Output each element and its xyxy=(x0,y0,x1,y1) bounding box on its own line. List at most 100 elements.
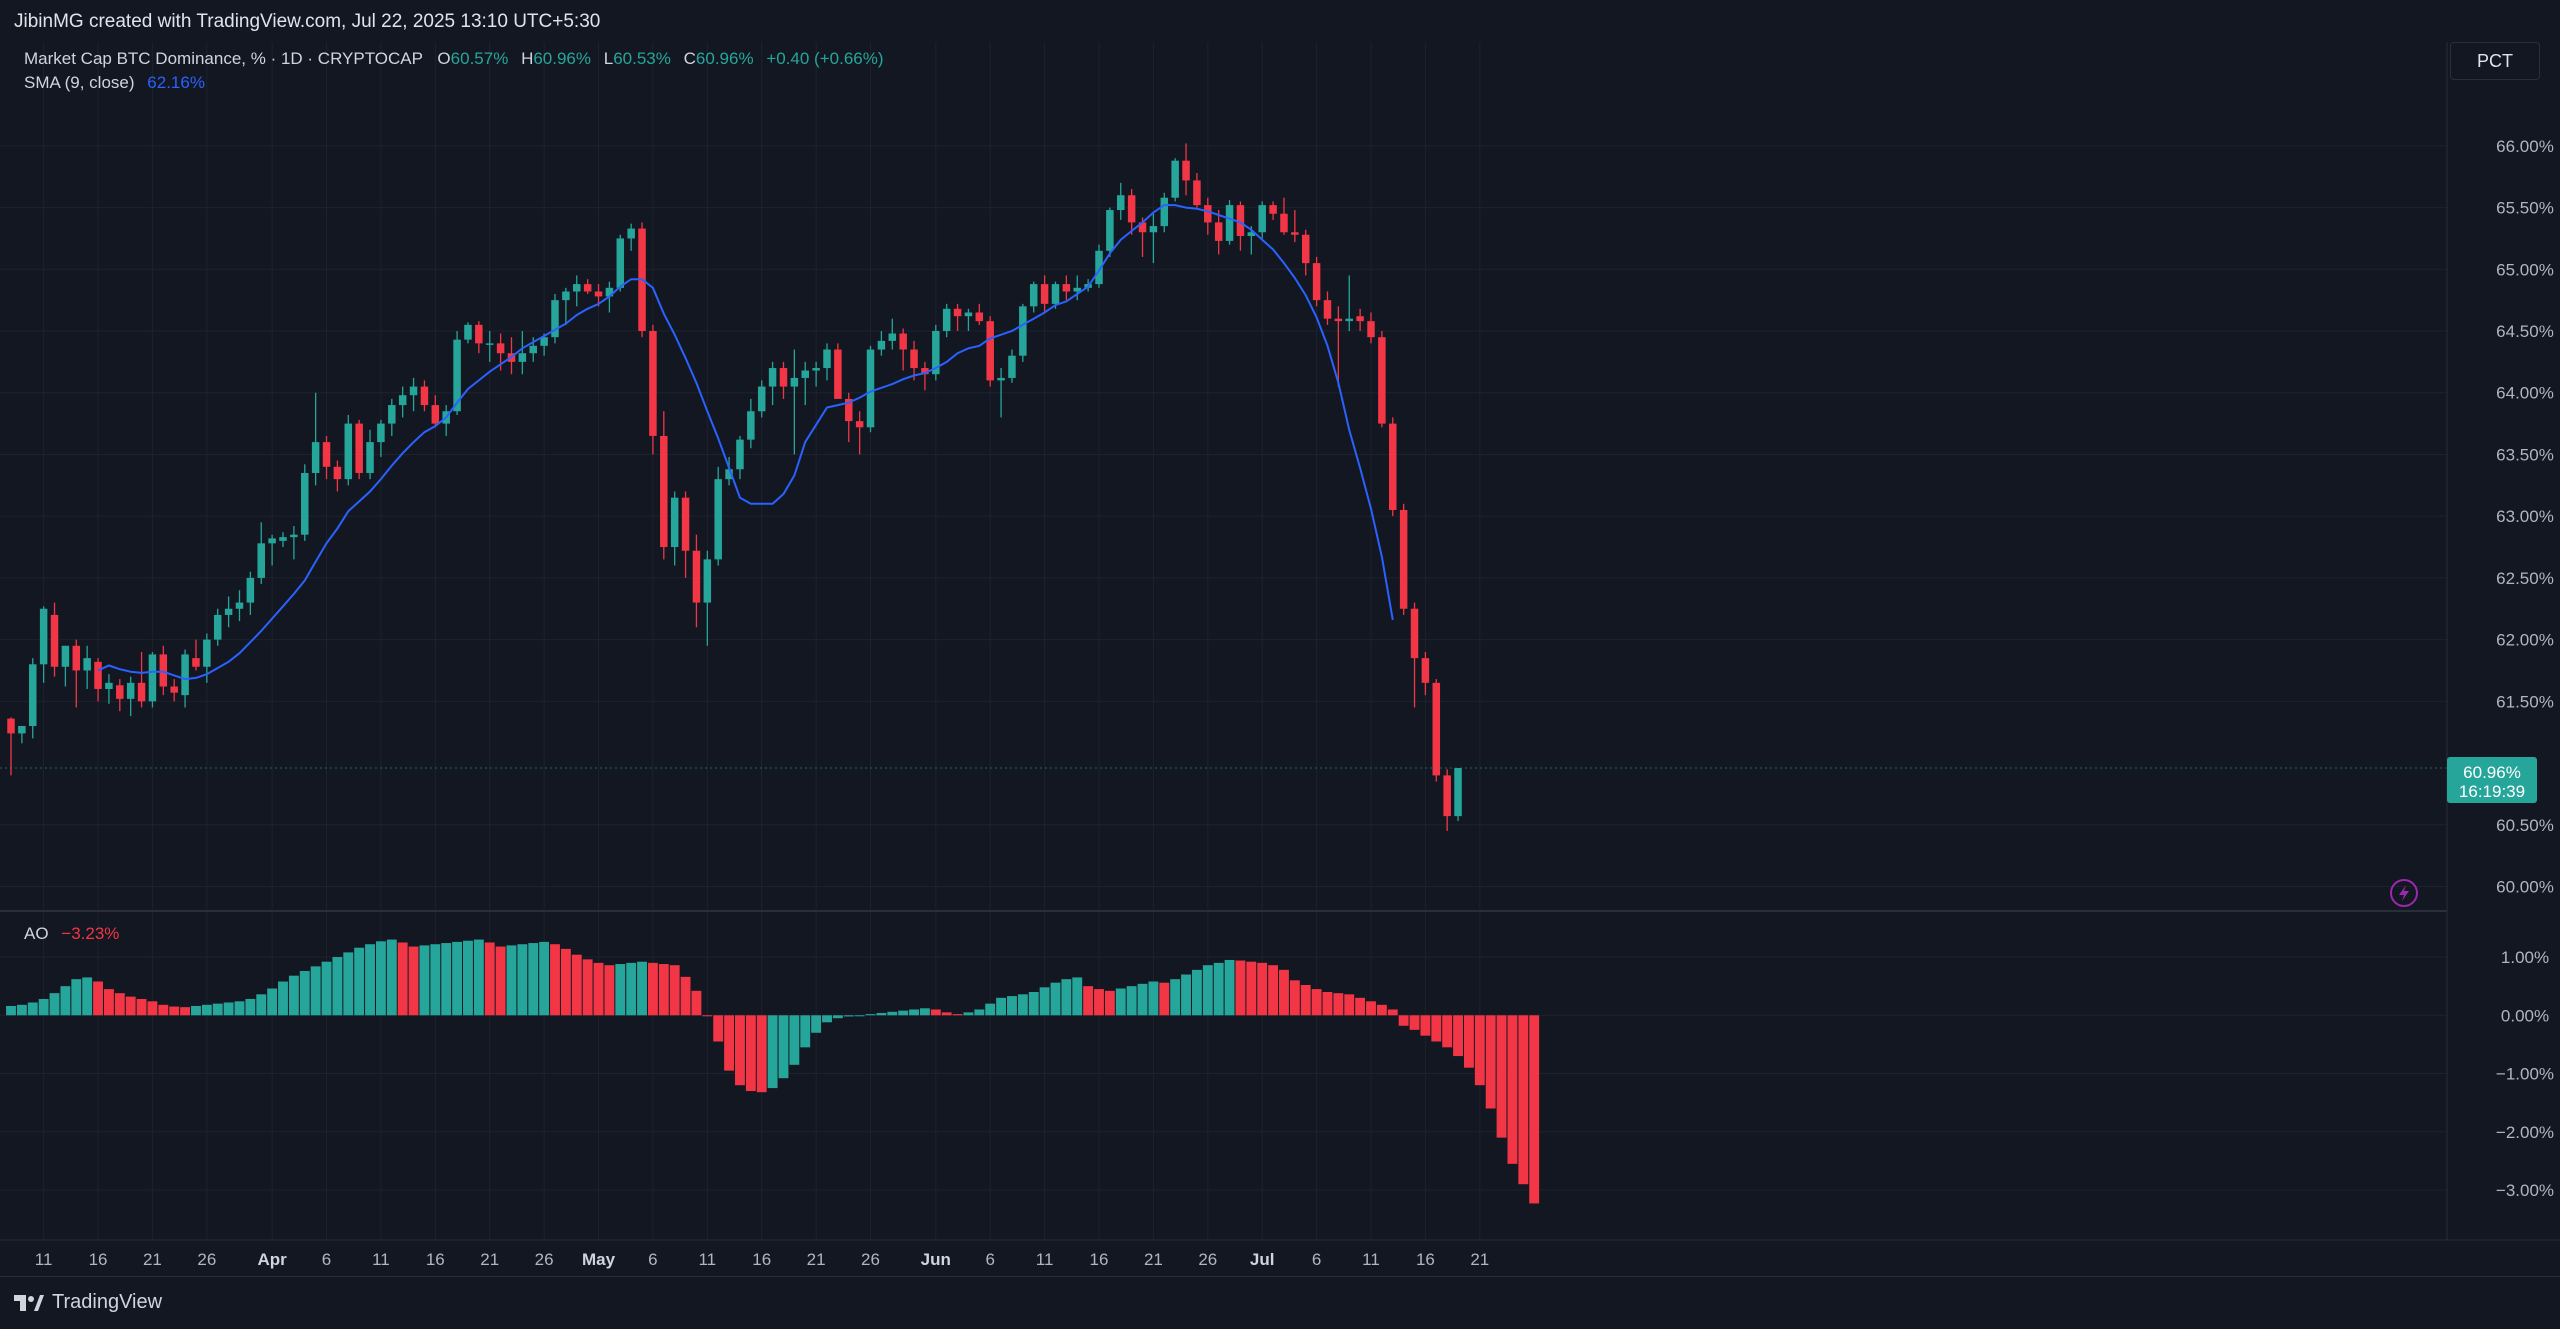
ao-bar xyxy=(1137,983,1148,1016)
ao-bar xyxy=(517,944,528,1016)
candle-body xyxy=(910,349,918,369)
sma-legend[interactable]: SMA (9, close) 62.16% xyxy=(24,73,205,93)
price-tick-label: 65.00% xyxy=(2496,260,2554,279)
ao-bar xyxy=(441,943,452,1016)
candle-body xyxy=(551,300,559,338)
ao-bar xyxy=(1529,1015,1540,1204)
candle-body xyxy=(997,377,1005,381)
ao-histogram xyxy=(6,939,1540,1204)
ao-bar xyxy=(1279,969,1289,1016)
lightning-icon[interactable] xyxy=(2390,879,2418,907)
ao-bar xyxy=(843,1015,854,1017)
ao-bar xyxy=(114,993,125,1016)
price-tick-label: 62.50% xyxy=(2496,569,2554,588)
candle-body xyxy=(148,654,157,702)
candle-body xyxy=(681,497,690,551)
ao-bar xyxy=(974,1009,985,1016)
price-tick-label: 60.00% xyxy=(2496,877,2554,896)
ao-bar xyxy=(1322,991,1333,1016)
price-axis[interactable]: 66.00% 65.50% 65.00% 64.50% 64.00% 63.50% 63.0… xyxy=(2496,137,2554,897)
candle-body xyxy=(1432,682,1441,776)
candle-body xyxy=(1214,222,1223,241)
candle-body xyxy=(322,442,331,467)
time-tick-label: Jul xyxy=(1250,1250,1275,1269)
ao-bar xyxy=(626,962,637,1016)
candle-body xyxy=(246,577,255,603)
time-tick-label: 21 xyxy=(480,1250,499,1269)
ao-bar xyxy=(963,1012,974,1016)
ao-bar xyxy=(452,941,463,1016)
ao-bar xyxy=(680,976,691,1016)
candle-body xyxy=(1062,284,1071,292)
candle-body xyxy=(29,664,37,727)
candle-body xyxy=(1312,263,1321,301)
candle-body xyxy=(1029,284,1038,307)
price-tick-label: 64.50% xyxy=(2496,322,2554,341)
candle-body xyxy=(932,331,940,375)
chart-frame[interactable]: 66.00% 65.50% 65.00% 64.50% 64.00% 63.50% 63.0… xyxy=(0,42,2560,1276)
time-tick-label: 6 xyxy=(322,1250,331,1269)
ao-bar xyxy=(1202,965,1213,1016)
time-tick-label: 26 xyxy=(535,1250,554,1269)
candle-body xyxy=(7,718,15,734)
scale-mode-button[interactable]: PCT xyxy=(2450,42,2540,80)
time-tick-label: 16 xyxy=(752,1250,771,1269)
ao-tick-label: 1.00% xyxy=(2501,948,2549,967)
ao-bar xyxy=(832,1015,843,1019)
candle-body xyxy=(1334,318,1343,322)
ao-bar xyxy=(778,1015,789,1079)
candle-body xyxy=(377,423,385,443)
ao-bar xyxy=(463,940,473,1016)
ao-bar xyxy=(996,997,1007,1016)
candle-body xyxy=(1127,195,1136,223)
ao-tick-label: −2.00% xyxy=(2496,1123,2554,1142)
ao-bar xyxy=(854,1015,865,1017)
ao-bar xyxy=(1191,969,1202,1016)
candle-body xyxy=(812,368,820,371)
ao-bar xyxy=(1246,961,1257,1016)
ao-bar xyxy=(1496,1015,1507,1138)
candle-body xyxy=(1399,510,1408,609)
ao-bar xyxy=(82,977,93,1016)
main-legend[interactable]: Market Cap BTC Dominance, % · 1D · CRYPT… xyxy=(24,49,884,69)
ao-bar xyxy=(375,941,386,1016)
ao-bar xyxy=(169,1006,180,1016)
ao-bar xyxy=(1300,985,1311,1016)
price-tag-countdown: 16:19:39 xyxy=(2459,782,2525,801)
ao-bar xyxy=(756,1015,767,1093)
candle-body xyxy=(420,386,429,406)
candle-body xyxy=(790,377,799,387)
time-axis[interactable]: 11 16 21 26 Apr 6 11 16 21 26 May 6 11 16 21 26 Jun 6 11 16… xyxy=(35,1250,1489,1269)
ao-bar xyxy=(887,1011,898,1016)
ao-bar xyxy=(484,942,495,1016)
candle-body xyxy=(18,726,26,734)
low-value: 60.53% xyxy=(613,49,671,68)
candle-body xyxy=(1182,160,1190,181)
sma-label: SMA (9, close) xyxy=(24,73,135,92)
ao-bar xyxy=(1148,981,1159,1016)
ao-bar xyxy=(1050,982,1061,1016)
time-tick-label: 21 xyxy=(1470,1250,1489,1269)
price-tick-label: 63.50% xyxy=(2496,445,2554,464)
ao-bar xyxy=(321,961,332,1016)
ao-bar xyxy=(1061,979,1072,1016)
time-tick-label: 26 xyxy=(1198,1250,1217,1269)
candle-body xyxy=(355,423,363,473)
ao-bar xyxy=(256,994,267,1016)
ao-tick-label: 0.00% xyxy=(2501,1006,2549,1025)
ao-bar xyxy=(473,939,484,1016)
grid-lines xyxy=(0,42,2447,1240)
ao-bar xyxy=(60,986,71,1016)
candle-body xyxy=(1291,232,1299,235)
ao-bar xyxy=(865,1014,876,1016)
candle-body xyxy=(485,343,494,345)
candle-body xyxy=(159,654,168,687)
ao-bar xyxy=(386,939,397,1016)
candle-body xyxy=(1149,226,1158,233)
ao-axis[interactable]: 1.00% 0.00% −1.00% −2.00% −3.00% xyxy=(2496,948,2554,1200)
tradingview-logo[interactable]: TradingView xyxy=(14,1291,162,1314)
tradingview-logo-icon xyxy=(14,1294,44,1311)
ao-bar xyxy=(1442,1015,1453,1048)
ao-legend[interactable]: AO −3.23% xyxy=(24,924,119,944)
chart-canvas[interactable]: 66.00% 65.50% 65.00% 64.50% 64.00% 63.50% 63.0… xyxy=(0,42,2560,1276)
